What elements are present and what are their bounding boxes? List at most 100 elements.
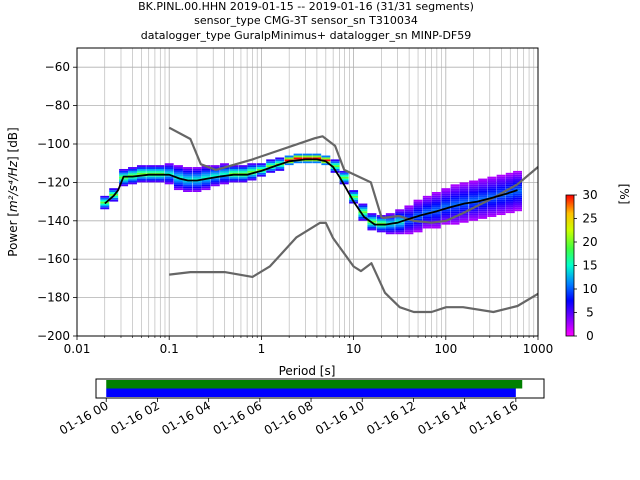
density-cell — [201, 167, 211, 169]
density-cell — [247, 178, 257, 181]
density-cell — [109, 199, 119, 202]
density-cell — [385, 232, 395, 235]
density-cell — [469, 209, 479, 212]
density-cell — [220, 170, 229, 173]
density-cell — [229, 167, 239, 169]
x-tick-label: 1000 — [523, 342, 554, 356]
density-cell — [450, 211, 460, 214]
y-tick-label: −140 — [37, 214, 70, 228]
density-cell — [201, 170, 211, 173]
density-cell — [128, 180, 137, 183]
timeline-bars — [106, 380, 523, 397]
density-cell — [404, 222, 414, 225]
density-cell — [238, 170, 248, 173]
density-cell — [478, 186, 488, 189]
density-cell — [459, 215, 469, 217]
density-cell — [192, 167, 202, 169]
density-cell — [505, 174, 515, 177]
density-cell — [505, 176, 515, 179]
density-cell — [413, 230, 423, 233]
density-cell — [155, 178, 165, 181]
density-cell — [459, 213, 469, 216]
density-cell — [450, 209, 460, 212]
density-cell — [247, 176, 257, 179]
density-cell — [513, 193, 523, 196]
density-cell — [487, 209, 497, 212]
density-cell — [487, 190, 497, 192]
density-cell — [136, 170, 146, 173]
density-cell — [109, 188, 119, 191]
density-cell — [422, 205, 432, 208]
density-cell — [275, 161, 285, 164]
density-cell — [469, 216, 479, 219]
density-cell — [303, 153, 312, 156]
density-cell — [441, 205, 451, 208]
density-cell — [422, 224, 432, 227]
density-cell — [109, 197, 119, 200]
density-cell — [385, 226, 395, 229]
density-cell — [431, 224, 441, 227]
density-cell — [487, 215, 497, 217]
density-cell — [229, 168, 239, 171]
density-cell — [146, 174, 156, 177]
density-cell — [173, 165, 183, 168]
density-cell — [487, 193, 497, 196]
density-cell — [505, 209, 515, 212]
density-cell — [330, 159, 340, 162]
density-cell — [431, 201, 441, 204]
density-cell — [136, 172, 146, 175]
density-cell — [256, 174, 266, 177]
density-cell — [312, 155, 322, 158]
density-cell — [256, 172, 266, 175]
density-cell — [119, 172, 129, 175]
density-cell — [173, 184, 183, 187]
density-cell — [441, 215, 451, 217]
density-cell — [496, 205, 506, 208]
density-cell — [422, 197, 432, 200]
density-cell — [505, 178, 515, 181]
density-cell — [266, 165, 276, 168]
density-cell — [183, 186, 192, 189]
density-cell — [505, 199, 515, 202]
density-cell — [376, 218, 386, 221]
density-cell — [459, 199, 469, 202]
density-cell — [330, 165, 340, 168]
density-cell — [339, 174, 349, 177]
density-cell — [487, 213, 497, 216]
density-cell — [459, 188, 469, 191]
density-cell — [164, 163, 174, 166]
density-cell — [441, 216, 451, 219]
density-cell — [376, 224, 386, 227]
density-cell — [487, 201, 497, 204]
density-cell — [321, 155, 331, 158]
density-cell — [395, 228, 405, 231]
density-cell — [358, 211, 368, 214]
density-cell — [404, 216, 414, 219]
density-cell — [385, 224, 395, 227]
density-cell — [441, 203, 451, 206]
density-cell — [404, 224, 414, 227]
density-cell — [146, 170, 156, 173]
density-cell — [431, 213, 441, 216]
density-cell — [192, 178, 202, 181]
density-cell — [136, 180, 146, 183]
density-cell — [413, 203, 423, 206]
density-cell — [183, 180, 192, 183]
density-cell — [450, 190, 460, 192]
mode-curve — [104, 158, 518, 226]
chart-title-line-3: datalogger_type GuralpMinimus+ datalogge… — [141, 29, 472, 42]
y-tick-label: −160 — [37, 252, 70, 266]
x-tick-label: 1 — [258, 342, 266, 356]
density-cell — [155, 168, 165, 171]
density-cell — [201, 172, 211, 175]
density-cell — [431, 199, 441, 202]
density-cell — [496, 209, 506, 212]
density-cell — [431, 192, 441, 194]
plot-frame — [76, 47, 539, 337]
timeline-tick-label: 01-16 14 — [415, 398, 469, 437]
timeline-tick-label: 01-16 02 — [108, 398, 162, 437]
density-cell — [119, 174, 129, 177]
density-cell — [478, 203, 488, 206]
density-cell — [146, 172, 156, 175]
density-cell — [192, 190, 202, 192]
